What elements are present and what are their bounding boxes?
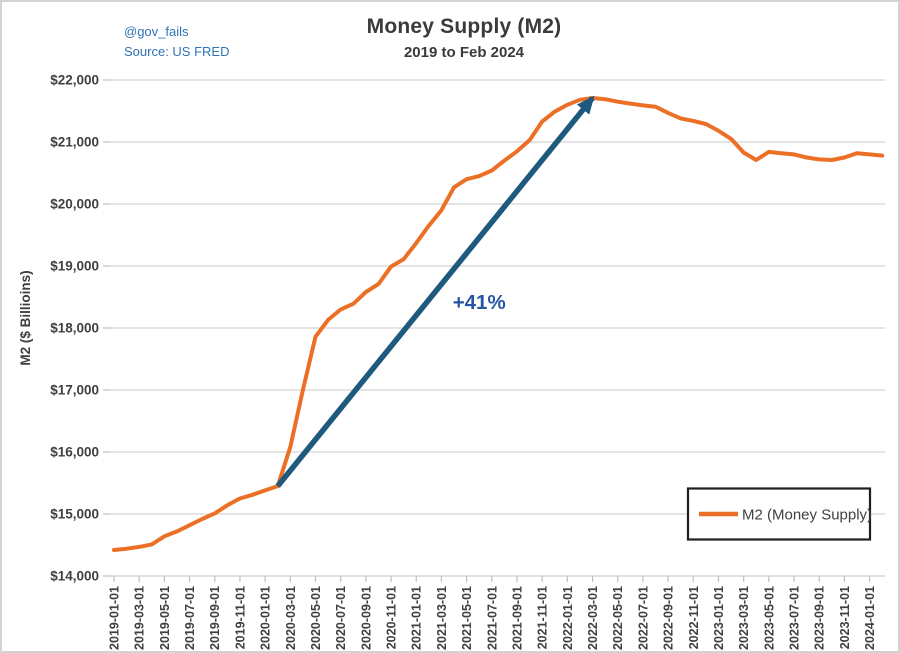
x-tick-label: 2019-01-01 — [108, 586, 122, 650]
chart-title: Money Supply (M2) — [366, 15, 562, 38]
x-tick-label: 2020-11-01 — [385, 586, 399, 649]
x-tick-label: 2022-03-01 — [586, 586, 600, 650]
legend-label: M2 (Money Supply) — [742, 507, 872, 524]
legend: M2 (Money Supply) — [686, 487, 872, 541]
x-tick-label: 2022-09-01 — [662, 586, 676, 650]
y-tick-label: $16,000 — [50, 445, 99, 460]
attribution-handle: @gov_fails — [124, 24, 189, 39]
x-tick-label: 2020-03-01 — [284, 586, 298, 650]
x-tick-label: 2019-09-01 — [208, 586, 222, 650]
x-tick-label: 2022-01-01 — [561, 586, 575, 650]
x-tick-label: 2023-05-01 — [762, 586, 776, 650]
attribution-source: Source: US FRED — [124, 44, 230, 59]
x-tick-label: 2023-09-01 — [813, 586, 827, 650]
x-tick-label: 2023-03-01 — [737, 586, 751, 650]
y-tick-label: $18,000 — [50, 321, 99, 336]
x-tick-label: 2019-03-01 — [133, 586, 147, 650]
y-tick-label: $19,000 — [50, 259, 99, 274]
x-tick-label: 2022-05-01 — [611, 586, 625, 650]
y-tick-label: $22,000 — [50, 73, 99, 88]
y-tick-label: $17,000 — [50, 383, 99, 398]
y-tick-label: $14,000 — [50, 569, 99, 584]
x-tick-label: 2020-01-01 — [259, 586, 273, 650]
y-tick-label: $15,000 — [50, 507, 99, 522]
x-tick-label: 2021-03-01 — [435, 586, 449, 650]
x-tick-label: 2020-07-01 — [334, 586, 348, 650]
m2-series — [112, 96, 885, 552]
x-tick-label: 2021-09-01 — [510, 586, 524, 650]
x-tick-label: 2022-07-01 — [636, 586, 650, 650]
x-tick-label: 2024-01-01 — [863, 586, 877, 650]
x-tick-label: 2019-05-01 — [158, 586, 172, 650]
x-tick-label: 2023-07-01 — [788, 586, 802, 650]
x-tick-label: 2021-11-01 — [536, 586, 550, 649]
axis-ticks-and-labels: $14,000 $15,000 $16,000 $17,000 $18,000 $19,0… — [50, 73, 885, 650]
growth-arrow — [275, 95, 595, 488]
x-tick-label: 2019-07-01 — [183, 586, 197, 650]
growth-annotation-label: +41% — [453, 291, 506, 314]
x-tick-label: 2023-11-01 — [838, 586, 852, 649]
x-tick-label: 2020-05-01 — [309, 586, 323, 650]
x-tick-label: 2022-11-01 — [687, 586, 701, 649]
x-tick-label: 2021-07-01 — [485, 586, 499, 650]
attribution: @gov_fails Source: US FRED — [124, 22, 229, 62]
chart-subtitle: 2019 to Feb 2024 — [403, 44, 525, 61]
x-tick-label: 2019-11-01 — [233, 586, 247, 649]
m2-line — [112, 96, 885, 552]
growth-annotation: +41% — [275, 95, 595, 488]
x-tick-label: 2020-09-01 — [359, 586, 373, 650]
y-tick-label: $20,000 — [50, 197, 99, 212]
y-tick-label: $21,000 — [50, 135, 99, 150]
x-tick-label: 2021-01-01 — [410, 586, 424, 650]
x-tick-label: 2021-05-01 — [460, 586, 474, 650]
x-tick-label: 2023-01-01 — [712, 586, 726, 650]
